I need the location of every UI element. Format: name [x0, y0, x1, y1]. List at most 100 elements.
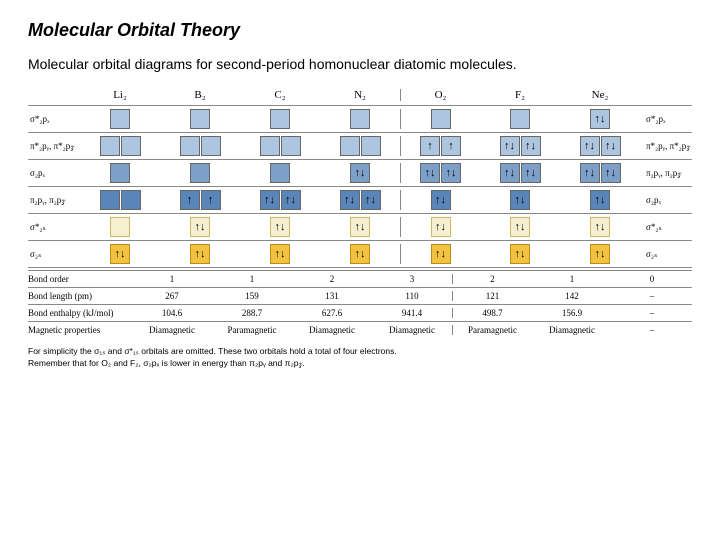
orbital-cell — [80, 109, 160, 129]
page-title: Molecular Orbital Theory — [28, 20, 692, 41]
property-value: 159 — [212, 291, 292, 301]
orbital-box: ↑↓ — [590, 190, 610, 210]
orbital-right-label: π*₂pᵧ, π*₂p𝓏 — [640, 141, 692, 152]
orbital-cell: ↑↓ — [560, 244, 640, 264]
orbital-cell — [400, 109, 480, 129]
orbital-box — [201, 136, 221, 156]
property-value: 3 — [372, 274, 452, 284]
orbital-cell: ↑↓↑↓ — [400, 163, 480, 183]
orbital-box: ↑ — [420, 136, 440, 156]
orbital-box — [270, 109, 290, 129]
orbital-row: π*₂pᵧ, π*₂p𝓏↑↑↑↓↑↓↑↓↑↓π*₂pᵧ, π*₂p𝓏 — [28, 133, 692, 160]
page-subtitle: Molecular orbital diagrams for second-pe… — [28, 55, 692, 73]
orbital-box: ↑↓ — [580, 136, 600, 156]
orbital-cell: ↑↓ — [320, 217, 400, 237]
orbital-box: ↑↓ — [361, 190, 381, 210]
orbital-cell: ↑↓↑↓ — [320, 190, 400, 210]
orbital-left-label: σ₂pₓ — [28, 168, 80, 178]
orbital-right-label: σ*₂pₓ — [640, 114, 692, 124]
property-value: – — [612, 308, 692, 318]
property-label: Bond enthalpy (kJ/mol) — [28, 308, 132, 318]
orbital-cell — [240, 109, 320, 129]
orbital-cell: ↑↓↑↓ — [480, 136, 560, 156]
property-value: Diamagnetic — [532, 325, 612, 335]
orbital-box: ↑↓ — [190, 217, 210, 237]
footnote-line: For simplicity the σ₁ₛ and σ*₁ₛ orbitals… — [28, 346, 692, 358]
orbital-cell — [240, 136, 320, 156]
orbital-box: ↑↓ — [270, 217, 290, 237]
orbital-box: ↑ — [441, 136, 461, 156]
footnote: For simplicity the σ₁ₛ and σ*₁ₛ orbitals… — [28, 346, 692, 370]
orbital-cell: ↑↓↑↓ — [240, 190, 320, 210]
mol-header: N₂ — [320, 89, 400, 101]
orbital-cell: ↑↓ — [80, 244, 160, 264]
property-value: – — [612, 325, 692, 335]
mol-header: O₂ — [400, 89, 480, 101]
property-value: 104.6 — [132, 308, 212, 318]
orbital-box: ↑↓ — [601, 136, 621, 156]
property-value: 131 — [292, 291, 372, 301]
orbital-row: σ*₂pₓ↑↓σ*₂pₓ — [28, 106, 692, 133]
orbital-box — [100, 190, 120, 210]
orbital-box: ↑↓ — [350, 163, 370, 183]
property-value: Diamagnetic — [132, 325, 212, 335]
orbital-box — [361, 136, 381, 156]
property-value: 288.7 — [212, 308, 292, 318]
property-value: 1 — [132, 274, 212, 284]
orbital-cell — [240, 163, 320, 183]
orbital-box — [100, 136, 120, 156]
orbital-cell — [160, 109, 240, 129]
orbital-cell: ↑↓ — [400, 244, 480, 264]
orbital-left-label: π*₂pᵧ, π*₂p𝓏 — [28, 141, 80, 152]
orbital-cell — [320, 109, 400, 129]
orbital-box — [281, 136, 301, 156]
property-row: Bond order1123210 — [28, 270, 692, 287]
orbital-box — [431, 109, 451, 129]
mo-table: Li₂ B₂ C₂ N₂ O₂ F₂ Ne₂ σ*₂pₓ↑↓σ*₂pₓπ*₂pᵧ… — [28, 87, 692, 338]
mol-header: C₂ — [240, 89, 320, 101]
property-value: Diamagnetic — [292, 325, 372, 335]
property-value: 498.7 — [452, 308, 532, 318]
mol-header: Li₂ — [80, 89, 160, 101]
orbital-box: ↑↓ — [340, 190, 360, 210]
orbital-right-label: σ*₂ₛ — [640, 222, 692, 233]
property-value: 267 — [132, 291, 212, 301]
orbital-box: ↑↓ — [350, 217, 370, 237]
orbital-cell: ↑↑ — [400, 136, 480, 156]
property-value: 156.9 — [532, 308, 612, 318]
orbital-box: ↑↓ — [590, 109, 610, 129]
orbital-box: ↑↓ — [521, 136, 541, 156]
orbital-row: σ₂pₓ↑↓↑↓↑↓↑↓↑↓↑↓↑↓π₂pᵧ, π₂p𝓏 — [28, 160, 692, 187]
orbital-cell: ↑↓ — [320, 163, 400, 183]
orbital-box: ↑↓ — [510, 244, 530, 264]
orbital-box: ↑↓ — [590, 217, 610, 237]
property-value: 110 — [372, 291, 452, 301]
property-row: Bond length (pm)267159131110121142– — [28, 287, 692, 304]
orbital-box — [121, 190, 141, 210]
mol-header: Ne₂ — [560, 89, 640, 101]
orbital-box: ↑↓ — [500, 136, 520, 156]
property-row: Bond enthalpy (kJ/mol)104.6288.7627.6941… — [28, 304, 692, 321]
orbital-cell — [160, 136, 240, 156]
orbital-right-label: π₂pᵧ, π₂p𝓏 — [640, 168, 692, 179]
orbital-box — [190, 109, 210, 129]
orbital-box: ↑↓ — [260, 190, 280, 210]
orbital-box: ↑↓ — [431, 190, 451, 210]
orbital-box — [110, 109, 130, 129]
orbital-box: ↑↓ — [441, 163, 461, 183]
orbital-box: ↑ — [201, 190, 221, 210]
property-label: Bond order — [28, 274, 132, 284]
orbital-box: ↑↓ — [281, 190, 301, 210]
orbital-cell — [80, 136, 160, 156]
orbital-box: ↑↓ — [510, 217, 530, 237]
orbital-row: σ*₂ₛ↑↓↑↓↑↓↑↓↑↓↑↓σ*₂ₛ — [28, 214, 692, 241]
orbital-box — [110, 163, 130, 183]
property-value: 2 — [452, 274, 532, 284]
orbital-box — [121, 136, 141, 156]
orbital-cell: ↑↓ — [480, 244, 560, 264]
orbital-cell: ↑↓ — [320, 244, 400, 264]
orbital-cell — [80, 163, 160, 183]
orbital-box — [260, 136, 280, 156]
orbital-box: ↑↓ — [420, 163, 440, 183]
mol-header: B₂ — [160, 89, 240, 101]
